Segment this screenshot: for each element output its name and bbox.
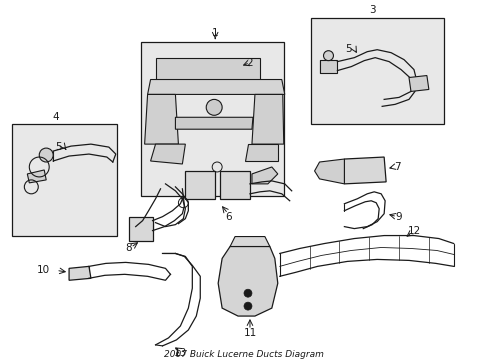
Polygon shape <box>251 167 277 184</box>
Polygon shape <box>218 247 277 316</box>
Polygon shape <box>155 58 260 80</box>
Polygon shape <box>220 171 249 199</box>
Polygon shape <box>344 157 386 184</box>
Bar <box>141 42 283 196</box>
Text: 1: 1 <box>211 28 218 38</box>
Text: 13: 13 <box>173 348 186 358</box>
Text: 8: 8 <box>125 243 132 253</box>
Circle shape <box>244 302 251 310</box>
Polygon shape <box>185 171 215 199</box>
Polygon shape <box>69 266 91 280</box>
Polygon shape <box>27 170 46 183</box>
Polygon shape <box>251 94 283 144</box>
Polygon shape <box>244 144 277 161</box>
Text: 2007 Buick Lucerne Ducts Diagram: 2007 Buick Lucerne Ducts Diagram <box>164 350 323 359</box>
Circle shape <box>206 99 222 115</box>
Circle shape <box>244 289 251 297</box>
Polygon shape <box>408 76 428 91</box>
Text: 3: 3 <box>368 5 375 15</box>
Polygon shape <box>314 159 344 184</box>
Text: 5: 5 <box>55 142 61 152</box>
Text: 11: 11 <box>243 328 256 338</box>
Text: 4: 4 <box>53 112 60 122</box>
Polygon shape <box>147 80 284 94</box>
Circle shape <box>39 148 53 162</box>
Text: 2: 2 <box>246 58 253 68</box>
Text: 9: 9 <box>395 212 402 222</box>
Text: 7: 7 <box>393 162 400 172</box>
Text: 6: 6 <box>224 212 231 222</box>
Text: 10: 10 <box>37 265 50 275</box>
Polygon shape <box>144 94 178 144</box>
Polygon shape <box>175 117 252 129</box>
Text: 5: 5 <box>345 44 351 54</box>
Bar <box>12 124 117 235</box>
Polygon shape <box>230 237 269 247</box>
Polygon shape <box>150 144 185 164</box>
Polygon shape <box>319 60 337 73</box>
Text: 12: 12 <box>407 226 420 235</box>
Polygon shape <box>128 217 152 240</box>
Circle shape <box>323 51 333 60</box>
Bar <box>310 18 443 124</box>
